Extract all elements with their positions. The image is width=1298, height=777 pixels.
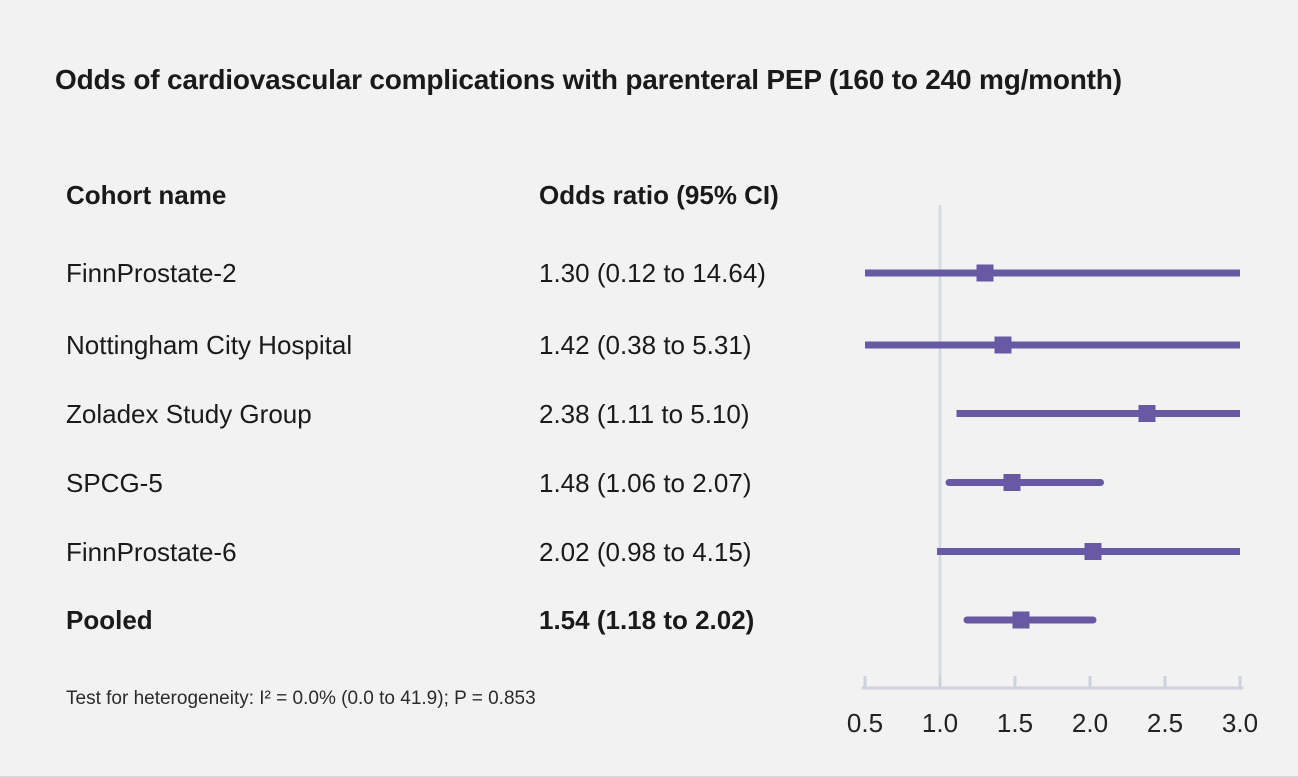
- odds-ratio-value: 1.42 (0.38 to 5.31): [539, 330, 752, 360]
- point-estimate-marker: [976, 264, 994, 282]
- cohort-label: SPCG-5: [66, 467, 163, 498]
- cohort-label: FinnProstate-6: [66, 536, 237, 567]
- x-axis-tick-label: 2.5: [1146, 708, 1184, 738]
- point-estimate-marker: [1138, 405, 1156, 422]
- point-estimate-marker: [994, 336, 1012, 354]
- x-axis-tick-label: 0.5: [846, 708, 884, 738]
- heterogeneity-footnote: Test for heterogeneity: I² = 0.0% (0.0 t…: [66, 688, 536, 709]
- odds-ratio-value: 1.54 (1.18 to 2.02): [539, 605, 755, 635]
- x-axis-tick-label: 2.0: [1071, 708, 1109, 738]
- cohort-label: Zoladex Study Group: [66, 398, 312, 429]
- chart-title: Odds of cardiovascular complications wit…: [55, 64, 1122, 95]
- x-axis-tick-label: 1.5: [996, 708, 1034, 738]
- cohort-label: Pooled: [66, 605, 153, 635]
- column-header-cohort: Cohort name: [66, 180, 227, 210]
- x-axis-tick-label: 1.0: [921, 708, 959, 738]
- odds-ratio-value: 2.02 (0.98 to 4.15): [539, 536, 752, 567]
- odds-ratio-value: 1.48 (1.06 to 2.07): [539, 467, 752, 498]
- odds-ratio-value: 2.38 (1.11 to 5.10): [539, 398, 750, 429]
- point-estimate-marker: [1084, 543, 1102, 560]
- point-estimate-marker: [1003, 474, 1021, 491]
- cohort-label: FinnProstate-2: [66, 258, 237, 288]
- cohort-label: Nottingham City Hospital: [66, 330, 353, 360]
- x-axis-tick-label: 3.0: [1221, 708, 1259, 738]
- column-header-odds-ratio: Odds ratio (95% CI): [539, 180, 779, 210]
- odds-ratio-value: 1.30 (0.12 to 14.64): [539, 258, 766, 288]
- point-estimate-marker: [1012, 611, 1030, 629]
